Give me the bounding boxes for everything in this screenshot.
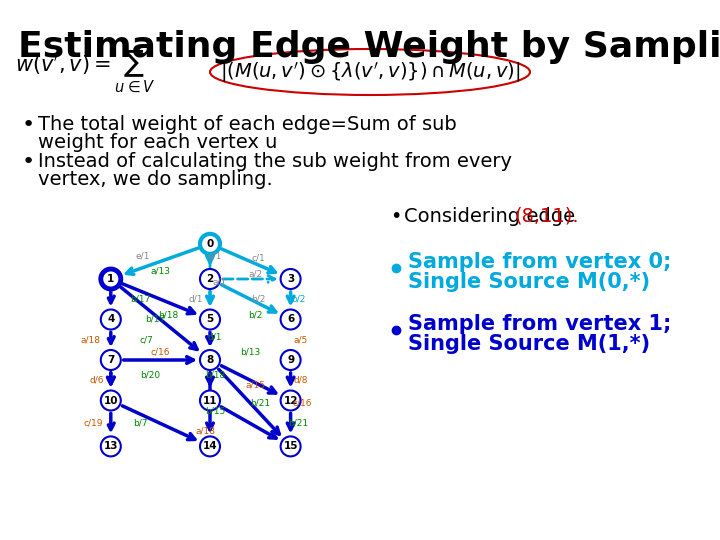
Text: b/2: b/2 (292, 295, 306, 303)
Text: c/16: c/16 (150, 348, 170, 356)
Text: 14: 14 (203, 441, 217, 451)
Text: $|(M(u,v') \odot \{\lambda(v',v)\}) \cap M(u,v)|$: $|(M(u,v') \odot \{\lambda(v',v)\}) \cap… (220, 60, 521, 84)
Text: Single Source M(1,*): Single Source M(1,*) (408, 334, 650, 354)
Text: e/1: e/1 (208, 252, 222, 261)
Circle shape (200, 234, 220, 254)
Text: b/2: b/2 (248, 310, 263, 319)
Circle shape (200, 390, 220, 410)
Text: d/8: d/8 (293, 376, 308, 384)
Text: 10: 10 (104, 395, 118, 406)
Text: a/1: a/1 (213, 277, 227, 286)
Text: vertex, we do sampling.: vertex, we do sampling. (38, 170, 273, 189)
Text: b/15: b/15 (205, 407, 225, 416)
Text: 12: 12 (284, 395, 298, 406)
Circle shape (200, 309, 220, 329)
Text: c/7: c/7 (140, 335, 153, 345)
Circle shape (200, 269, 220, 289)
Text: •: • (22, 115, 35, 135)
Text: 13: 13 (104, 441, 118, 451)
Text: 4: 4 (107, 314, 114, 325)
Text: a/18: a/18 (81, 335, 101, 345)
Text: a/2: a/2 (248, 269, 262, 279)
Text: •: • (22, 152, 35, 172)
Text: b/20: b/20 (140, 371, 161, 380)
Text: b/13: b/13 (240, 348, 261, 356)
Text: a/5: a/5 (294, 335, 307, 345)
Text: 8: 8 (207, 355, 214, 365)
Text: weight for each vertex u: weight for each vertex u (38, 133, 277, 152)
Text: d/1: d/1 (189, 295, 203, 303)
Text: •: • (390, 207, 401, 226)
Text: d/1: d/1 (208, 332, 222, 341)
Text: Sample from vertex 1;: Sample from vertex 1; (408, 314, 671, 334)
Circle shape (281, 309, 301, 329)
Text: (8,11).: (8,11). (514, 207, 579, 226)
Text: a/13: a/13 (150, 267, 171, 275)
Circle shape (281, 436, 301, 456)
Text: c/16: c/16 (293, 399, 312, 408)
Text: $w(v', v) = \sum_{u \in V}$: $w(v', v) = \sum_{u \in V}$ (15, 49, 156, 95)
Circle shape (101, 309, 121, 329)
Text: The total weight of each edge=Sum of sub: The total weight of each edge=Sum of sub (38, 115, 456, 134)
Text: 11: 11 (203, 395, 217, 406)
Circle shape (281, 390, 301, 410)
Text: 1: 1 (107, 274, 114, 284)
Text: Estimating Edge Weight by Sampling: Estimating Edge Weight by Sampling (18, 30, 720, 64)
Text: e/1: e/1 (135, 252, 150, 261)
Text: b/17: b/17 (145, 315, 166, 324)
Text: b/18: b/18 (205, 371, 225, 380)
Circle shape (281, 350, 301, 370)
Text: Considering edge: Considering edge (404, 207, 581, 226)
Circle shape (200, 436, 220, 456)
Circle shape (101, 390, 121, 410)
Text: b/17: b/17 (130, 295, 150, 303)
Text: b/2: b/2 (251, 295, 266, 303)
Text: 7: 7 (107, 355, 114, 365)
Text: 0: 0 (207, 239, 214, 249)
Circle shape (281, 269, 301, 289)
Text: a/15: a/15 (246, 381, 265, 390)
Text: 9: 9 (287, 355, 294, 365)
Text: c/1: c/1 (251, 254, 265, 263)
Text: 15: 15 (284, 441, 298, 451)
Text: b/21: b/21 (251, 399, 271, 408)
Circle shape (101, 350, 121, 370)
Text: 5: 5 (207, 314, 214, 325)
Text: b/21: b/21 (289, 419, 309, 428)
Text: 3: 3 (287, 274, 294, 284)
Circle shape (101, 436, 121, 456)
Text: Instead of calculating the sub weight from every: Instead of calculating the sub weight fr… (38, 152, 512, 171)
Text: Single Source M(0,*): Single Source M(0,*) (408, 272, 650, 292)
Circle shape (101, 269, 121, 289)
Text: d/6: d/6 (89, 376, 104, 384)
Text: c/19: c/19 (83, 419, 102, 428)
Text: 2: 2 (207, 274, 214, 284)
Text: 6: 6 (287, 314, 294, 325)
Text: b/18: b/18 (158, 310, 179, 319)
Text: a/18: a/18 (195, 427, 215, 436)
Text: b/7: b/7 (133, 419, 148, 428)
Text: Sample from vertex 0;: Sample from vertex 0; (408, 252, 671, 272)
Circle shape (200, 350, 220, 370)
